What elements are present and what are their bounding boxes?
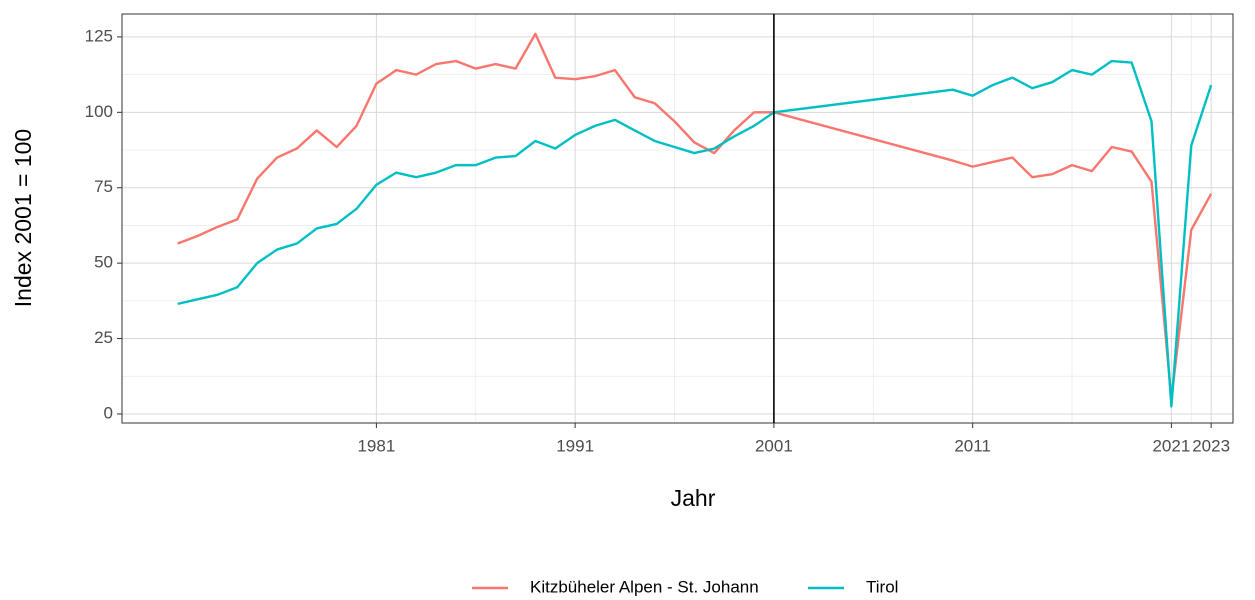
x-tick-label: 1991: [556, 436, 594, 455]
legend-label: Kitzbüheler Alpen - St. Johann: [530, 577, 759, 596]
legend-label: Tirol: [866, 577, 898, 596]
x-tick-label: 2023: [1192, 436, 1230, 455]
x-tick-label: 2001: [755, 436, 793, 455]
series-line: [177, 59, 1213, 408]
y-tick-label: 50: [94, 253, 113, 272]
y-tick-label: 0: [104, 403, 113, 422]
y-tick-label: 25: [94, 328, 113, 347]
y-axis-title: Index 2001 = 100: [10, 129, 36, 307]
panel-border: [121, 13, 1234, 424]
series-line: [177, 32, 1213, 401]
y-tick-label: 125: [85, 26, 113, 45]
y-tick-label: 100: [85, 102, 113, 121]
x-tick-label: 2011: [954, 436, 991, 455]
y-tick-label: 75: [94, 177, 113, 196]
x-tick-label: 2021: [1152, 436, 1190, 455]
x-axis-title: Jahr: [671, 485, 716, 511]
x-tick-label: 1981: [357, 436, 395, 455]
